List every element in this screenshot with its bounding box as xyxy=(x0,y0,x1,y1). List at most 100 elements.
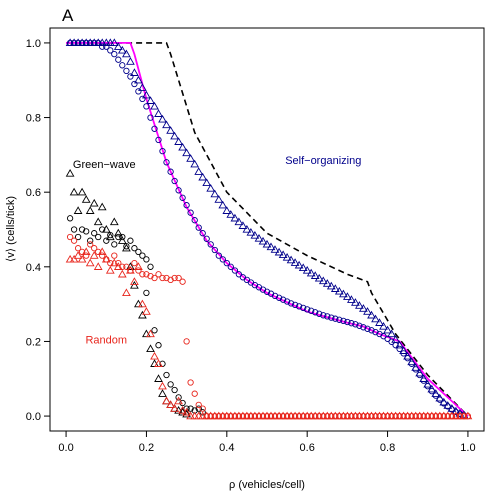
series-7-point-25 xyxy=(166,400,175,409)
series-7-point-23 xyxy=(158,381,167,390)
series-7-point-1 xyxy=(69,254,79,263)
annotation-0: Self−organizing xyxy=(285,155,361,167)
series-3-point-56 xyxy=(290,258,300,266)
x-axis-label: ρ (vehicles/cell) xyxy=(229,479,305,491)
series-2-point-61 xyxy=(312,309,319,316)
series-4-point-11 xyxy=(111,241,118,248)
series-2-point-38 xyxy=(219,256,226,263)
series-6-point-27 xyxy=(175,274,182,282)
series-3-point-60 xyxy=(306,268,316,277)
series-3-point-77 xyxy=(375,318,384,326)
series-2-point-8 xyxy=(99,43,106,50)
series-3-point-25 xyxy=(166,126,175,134)
series-3-point-23 xyxy=(158,114,167,123)
series-3-point-50 xyxy=(266,242,276,251)
series-2-point-18 xyxy=(139,95,146,103)
series-5-point-18 xyxy=(138,310,147,319)
series-2-point-14 xyxy=(123,67,130,75)
series-3-point-47 xyxy=(254,233,264,242)
series-7-point-27 xyxy=(174,396,183,405)
series-6-point-28 xyxy=(179,278,186,285)
series-3-point-88 xyxy=(419,374,429,382)
series-2-point-12 xyxy=(115,56,122,63)
series-3-point-35 xyxy=(206,183,216,192)
series-3-point-53 xyxy=(278,250,288,259)
series-3-point-31 xyxy=(190,159,200,168)
series-2-point-58 xyxy=(300,304,307,312)
series-3-point-94 xyxy=(443,401,453,409)
series-6-point-30 xyxy=(187,379,194,386)
series-7-point-24 xyxy=(162,396,171,405)
series-3-point-34 xyxy=(202,178,212,187)
series-3-point-72 xyxy=(355,301,364,309)
series-6-point-21 xyxy=(151,274,158,282)
series-2-point-60 xyxy=(308,307,315,314)
series-3-point-82 xyxy=(395,340,404,349)
series-6-point-16 xyxy=(131,259,138,267)
series-3-point-32 xyxy=(194,167,204,175)
series-2-point-25 xyxy=(167,168,174,175)
series-4-point-21 xyxy=(143,289,150,297)
series-3-point-30 xyxy=(186,154,195,162)
data-layer xyxy=(65,38,473,420)
x-tick-label-4: 0.8 xyxy=(380,442,395,454)
series-2-point-35 xyxy=(207,241,214,248)
series-2-point-75 xyxy=(368,327,375,334)
series-7-point-18 xyxy=(138,299,147,308)
series-4-point-29 xyxy=(179,399,186,407)
series-5-point-22 xyxy=(154,374,163,382)
series-2-point-79 xyxy=(384,335,391,342)
y-tick-label-3: 0.6 xyxy=(26,187,41,199)
series-2-point-65 xyxy=(328,314,335,321)
series-3-point-17 xyxy=(134,75,143,84)
series-2-point-57 xyxy=(295,303,303,310)
series-2-point-33 xyxy=(199,230,206,237)
series-2-point-36 xyxy=(211,246,218,254)
series-7-point-22 xyxy=(154,359,163,367)
series-4-point-4 xyxy=(83,228,90,235)
series-4-point-7 xyxy=(95,233,102,241)
series-3-point-43 xyxy=(238,221,248,229)
series-2-point-54 xyxy=(283,298,291,305)
series-2-point-71 xyxy=(352,321,359,328)
series-7-point-2 xyxy=(73,251,83,259)
series-3-point-27 xyxy=(174,137,183,145)
series-6-point-17 xyxy=(135,267,142,274)
series-6-point-26 xyxy=(171,274,178,282)
series-2-point-42 xyxy=(235,271,243,278)
series-7-point-3 xyxy=(77,254,87,263)
series-2-point-16 xyxy=(131,80,138,88)
series-3-point-49 xyxy=(262,239,272,248)
series-6-point-4 xyxy=(83,252,90,259)
y-axis-label: ⟨v⟩ (cells/tick) xyxy=(5,196,17,262)
series-3-point-11 xyxy=(109,38,119,47)
series-3-point-55 xyxy=(286,255,296,264)
series-3-point-63 xyxy=(318,276,328,285)
series-4-point-16 xyxy=(131,245,138,252)
series-2-point-10 xyxy=(107,47,114,54)
series-3-point-38 xyxy=(218,200,228,209)
series-2-point-11 xyxy=(111,50,118,58)
series-3-point-41 xyxy=(230,213,240,222)
series-3-point-37 xyxy=(214,195,224,203)
series-6-point-2 xyxy=(74,245,82,252)
series-3-point-78 xyxy=(379,321,388,330)
y-tick-label-0: 0.0 xyxy=(26,411,41,423)
series-1-line xyxy=(66,42,469,417)
series-3-point-97 xyxy=(455,408,465,417)
series-2-point-53 xyxy=(279,296,287,303)
series-3-point-96 xyxy=(451,406,461,415)
panel-label: A xyxy=(62,6,74,25)
series-4-point-26 xyxy=(167,381,174,388)
series-6-point-33 xyxy=(199,405,206,412)
series-3-point-86 xyxy=(411,363,421,371)
series-4-point-31 xyxy=(187,405,194,412)
series-3-point-69 xyxy=(343,292,352,300)
annotation-2: Random xyxy=(85,334,127,346)
series-6-point-31 xyxy=(191,390,198,397)
series-5-point-14 xyxy=(122,243,131,252)
series-5-point-7 xyxy=(93,217,103,226)
series-2-point-28 xyxy=(179,194,186,201)
series-4-point-27 xyxy=(171,386,178,394)
series-2-point-49 xyxy=(263,288,271,295)
